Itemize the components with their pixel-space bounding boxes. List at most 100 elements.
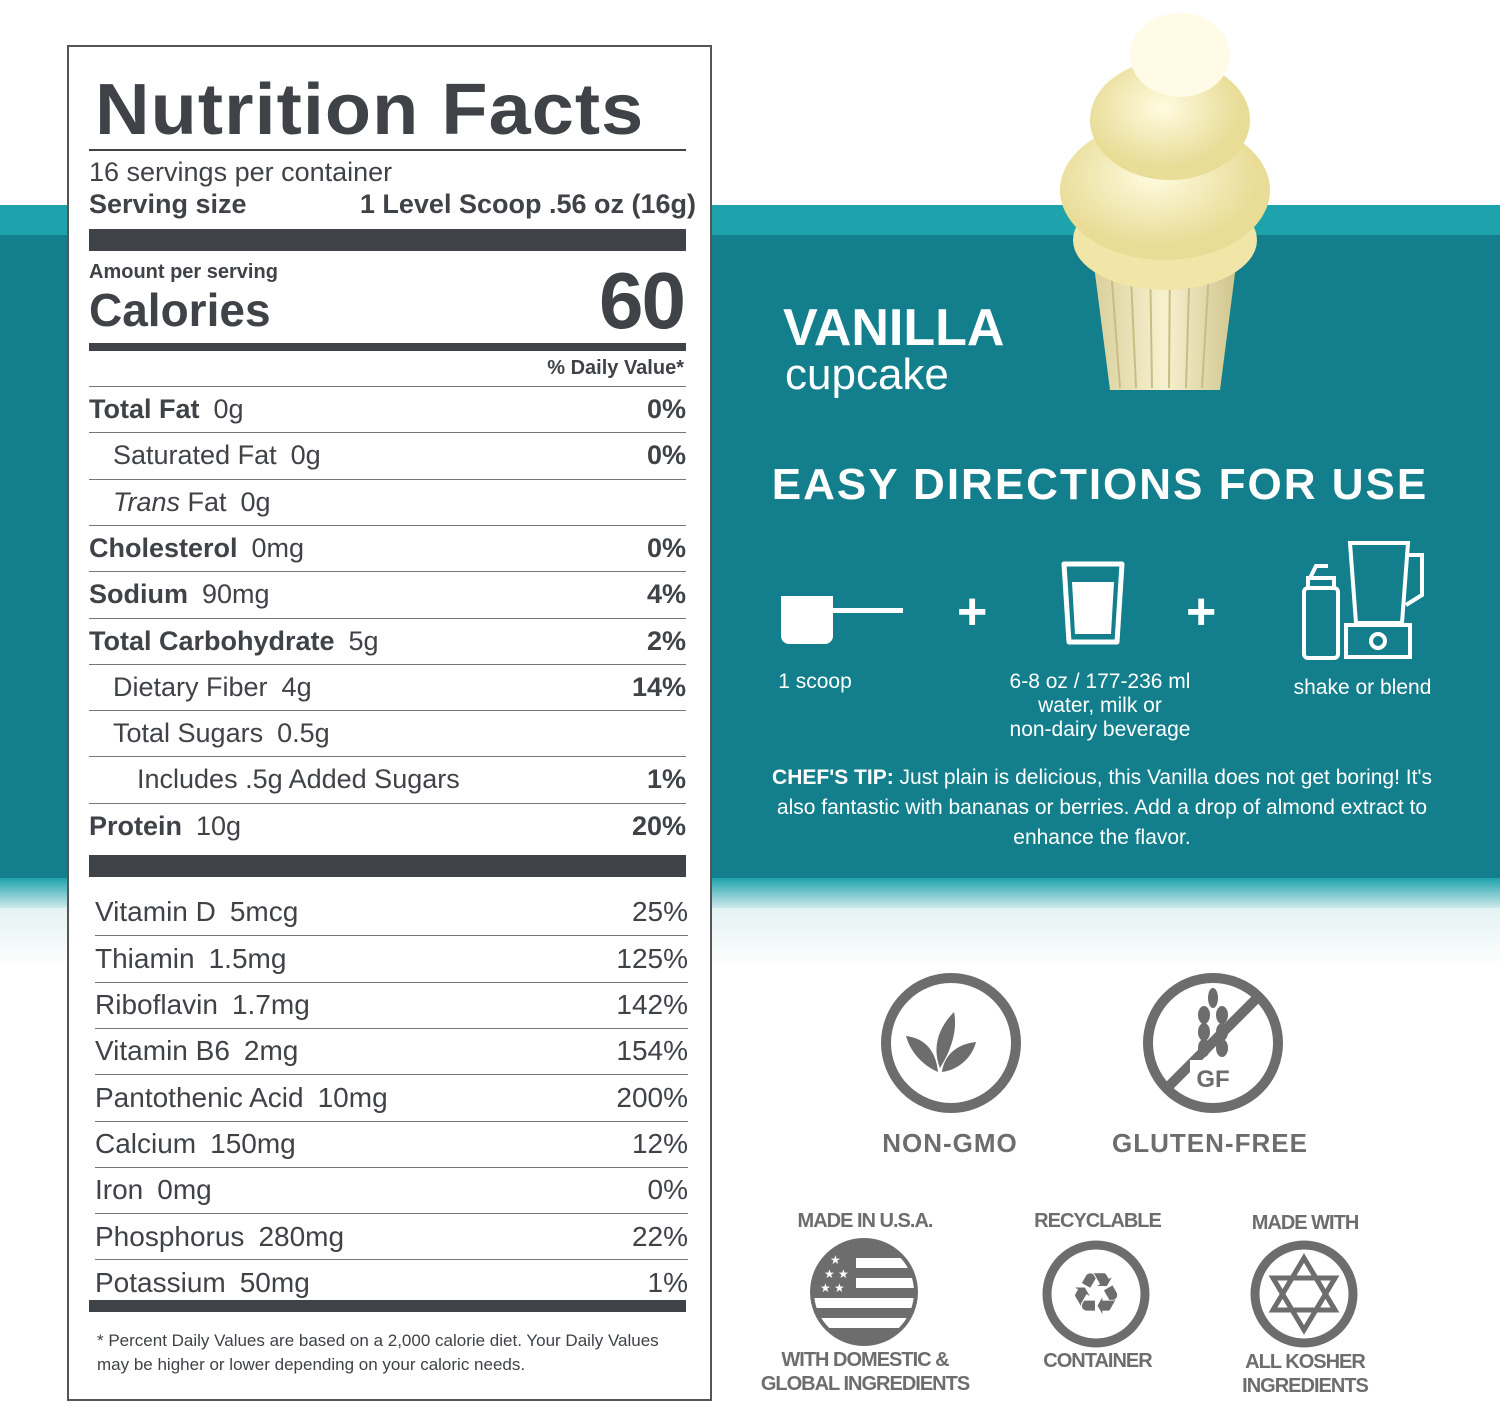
divider: [89, 149, 686, 151]
vitamin-name: Riboflavin: [95, 989, 218, 1021]
usa-bottom-label: WITH DOMESTIC & GLOBAL INGREDIENTS: [760, 1349, 970, 1395]
plus-sign: +: [957, 583, 988, 641]
thick-bar: [89, 1300, 686, 1312]
vitamin-row: Phosphorus 280mg 22%: [95, 1213, 688, 1259]
vitamin-amount: 280mg: [258, 1220, 345, 1252]
vitamin-daily-value: 25%: [631, 896, 688, 927]
nutrient-row: Protein 10g 20%: [89, 802, 686, 849]
nutrient-amount: 0g: [240, 486, 271, 517]
chefs-tip: CHEF'S TIP: Just plain is delicious, thi…: [752, 763, 1452, 853]
nutrient-amount: 0g: [290, 440, 321, 471]
amount-per-serving: Amount per serving: [89, 261, 278, 283]
nutrient-row: Total Fat 0g 0%: [89, 386, 686, 432]
recyclable-bottom-label: CONTAINER: [1043, 1350, 1152, 1372]
vitamin-daily-value: 200%: [616, 1081, 688, 1113]
nutrient-name: Total Carbohydrate: [89, 625, 335, 656]
nutrient-row: Includes .5g Added Sugars 1%: [89, 756, 686, 802]
vitamin-name: Potassium: [95, 1266, 226, 1298]
gf-mark: GF: [1196, 1066, 1229, 1093]
nutrient-row: Cholesterol 0mg 0%: [89, 524, 686, 571]
vitamin-amount: 2mg: [243, 1035, 299, 1067]
vitamin-amount: 150mg: [210, 1128, 296, 1159]
directions-heading: EASY DIRECTIONS FOR USE: [771, 460, 1429, 509]
step-label-mix: shake or blend: [1293, 676, 1432, 699]
serving-size-label: Serving size: [89, 189, 247, 219]
footnote: * Percent Daily Values are based on a 2,…: [97, 1331, 659, 1374]
vitamin-amount: 1.5mg: [208, 942, 287, 974]
vitamin-row: Potassium 50mg 1%: [95, 1259, 688, 1305]
vitamin-name: Pantothenic Acid: [95, 1081, 304, 1113]
vitamin-daily-value: 0%: [647, 1174, 688, 1206]
nutrient-name: Total Sugars: [113, 718, 264, 749]
medium-bar: [89, 343, 686, 351]
vitamin-row: Vitamin D 5mcg 25%: [95, 889, 688, 935]
svg-text:★: ★: [820, 1281, 831, 1295]
vitamin-row: Riboflavin 1.7mg 142%: [95, 981, 688, 1028]
svg-text:★: ★: [824, 1267, 835, 1281]
non-gmo-label: NON-GMO: [882, 1128, 1018, 1158]
nutrient-daily-value: 14%: [631, 671, 686, 702]
vitamin-row: Thiamin 1.5mg 125%: [95, 935, 688, 981]
thick-bar: [89, 229, 686, 251]
vitamin-amount: 1.7mg: [231, 989, 310, 1021]
vitamin-daily-value: 12%: [631, 1128, 688, 1159]
vitamin-amount: 5mcg: [229, 896, 299, 927]
vitamin-name: Calcium: [95, 1128, 197, 1159]
svg-text:★: ★: [834, 1281, 845, 1295]
nutrient-amount: 10g: [196, 810, 242, 841]
vitamin-row: Pantothenic Acid 10mg 200%: [95, 1074, 688, 1120]
nutrient-name: Trans: [113, 486, 181, 517]
nutrient-daily-value: 4%: [646, 579, 686, 610]
nutrient-name-suffix: Fat: [180, 486, 227, 517]
nutrient-row: Total Sugars 0.5g: [89, 710, 686, 756]
vitamin-amount: 50mg: [239, 1266, 310, 1298]
vitamin-row: Vitamin B6 2mg 154%: [95, 1027, 688, 1074]
vitamin-daily-value: 1%: [647, 1266, 688, 1298]
svg-text:★: ★: [838, 1267, 849, 1281]
nutrition-facts-label: Nutrition Facts 16 servings per containe…: [67, 45, 712, 1401]
nutrient-row: Total Carbohydrate 5g 2%: [89, 617, 686, 664]
calories-label: Calories: [89, 284, 271, 336]
flavor-subtitle: cupcake: [785, 350, 949, 399]
usa-flag-icon: ★★ ★★ ★: [810, 1238, 918, 1346]
label-title: Nutrition Facts: [95, 70, 645, 150]
non-gmo-icon: [881, 973, 1021, 1113]
vitamin-daily-value: 125%: [616, 942, 688, 974]
nutrient-name: Cholesterol: [89, 532, 238, 563]
calories-value: 60: [599, 256, 686, 345]
nutrient-name: Protein: [89, 810, 183, 841]
nutrient-amount: 0mg: [251, 532, 305, 563]
servings-per-container: 16 servings per container: [89, 157, 393, 187]
vitamin-name: Iron: [95, 1174, 144, 1206]
flavor-name: VANILLA: [783, 299, 1005, 357]
vitamin-row: Calcium 150mg 12%: [95, 1120, 688, 1167]
chefs-tip-text: Just plain is delicious, this Vanilla do…: [776, 766, 1432, 849]
nutrient-name: Total Fat: [89, 394, 200, 424]
nutrient-amount: 90mg: [202, 579, 270, 610]
svg-text:★: ★: [830, 1253, 841, 1267]
vitamin-row: Iron 0mg 0%: [95, 1166, 688, 1213]
vitamin-name: Vitamin B6: [95, 1035, 230, 1067]
chefs-tip-label: CHEF'S TIP:: [772, 766, 894, 789]
vitamin-daily-value: 22%: [631, 1220, 688, 1252]
daily-value-header: % Daily Value*: [547, 357, 684, 379]
vitamin-name: Phosphorus: [95, 1220, 245, 1252]
nutrient-row: Sodium 90mg 4%: [89, 571, 686, 617]
nutrient-row: Trans Fat 0g: [89, 478, 686, 525]
nutrient-name: Dietary Fiber: [113, 671, 268, 702]
vitamin-name: Thiamin: [95, 942, 195, 974]
nutrient-daily-value: 2%: [646, 625, 686, 656]
nutrient-name: Saturated Fat: [113, 440, 277, 471]
vitamin-amount: 10mg: [317, 1081, 388, 1113]
glass-icon: [1061, 561, 1125, 645]
step-label-liquid: 6-8 oz / 177-236 ml water, milk or non-d…: [1009, 670, 1191, 741]
nutrient-row: Dietary Fiber 4g 14%: [89, 663, 686, 710]
nutrient-daily-value: 20%: [631, 810, 686, 841]
nutrient-amount: 0g: [213, 394, 244, 424]
star-of-david-icon: [1250, 1240, 1358, 1348]
gluten-free-icon: GF: [1143, 973, 1283, 1113]
kosher-bottom-label: ALL KOSHER INGREDIENTS: [1242, 1351, 1369, 1397]
nutrient-amount: 0.5g: [277, 718, 330, 749]
gluten-free-label: GLUTEN-FREE: [1112, 1128, 1308, 1158]
nutrient-daily-value: 0%: [646, 394, 686, 424]
